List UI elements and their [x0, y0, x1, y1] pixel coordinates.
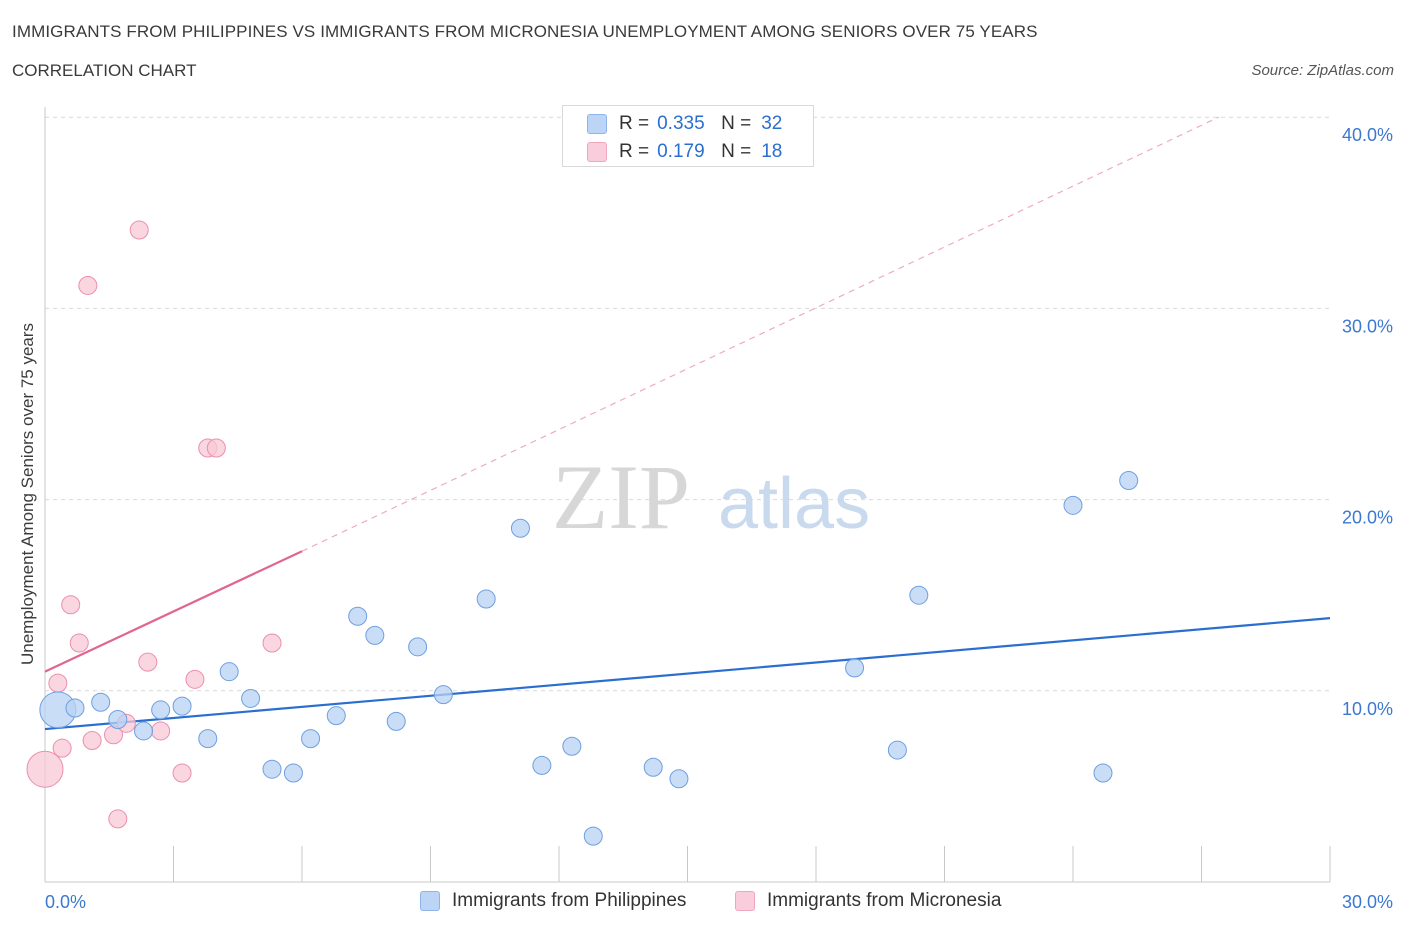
watermark: ZIP atlas	[552, 446, 870, 548]
point-philippines	[172, 696, 192, 716]
point-philippines	[669, 769, 689, 789]
n-label: N =	[721, 113, 752, 134]
point-philippines	[219, 662, 239, 682]
stats-row-micronesia: R = 0.179 N = 18	[587, 140, 782, 164]
point-philippines	[241, 688, 261, 708]
tick-labels: 10.0% 20.0% 30.0% 40.0% 0.0% 30.0%	[45, 125, 1393, 912]
point-philippines	[510, 518, 530, 538]
point-micronesia	[26, 750, 64, 788]
y-tick-label: 40.0%	[1342, 125, 1393, 145]
source-label: Source: ZipAtlas.com	[1251, 62, 1394, 79]
point-philippines	[365, 625, 385, 645]
point-micronesia	[82, 731, 102, 751]
point-philippines	[348, 606, 368, 626]
r-label: R =	[619, 141, 650, 162]
n-value: 18	[761, 141, 783, 162]
point-philippines	[408, 637, 428, 657]
legend-swatch-philippines	[420, 891, 440, 911]
series-legend: Immigrants from Philippines Immigrants f…	[0, 888, 1406, 918]
point-philippines	[476, 589, 496, 609]
point-philippines	[887, 740, 907, 760]
legend-label-micronesia: Immigrants from Micronesia	[767, 890, 1002, 911]
point-philippines	[386, 711, 406, 731]
stats-row-philippines: R = 0.335 N = 32	[587, 112, 782, 136]
point-philippines	[845, 658, 865, 678]
point-micronesia	[61, 595, 81, 615]
point-micronesia	[108, 809, 128, 829]
point-philippines	[583, 826, 603, 846]
grid-lines	[45, 116, 1330, 692]
watermark-atlas: atlas	[718, 464, 870, 544]
x-tick-label: 30.0%	[1342, 892, 1393, 912]
point-philippines	[91, 692, 111, 712]
r-value: 0.179	[657, 141, 705, 162]
point-philippines	[1093, 763, 1113, 783]
r-value: 0.335	[657, 113, 705, 134]
chart-subtitle: CORRELATION CHART	[12, 61, 197, 80]
point-philippines	[108, 709, 128, 729]
point-philippines	[65, 698, 85, 718]
legend-item-micronesia[interactable]: Immigrants from Micronesia	[735, 890, 1001, 912]
point-philippines	[134, 721, 154, 741]
data-points	[26, 220, 1139, 846]
stats-legend: R = 0.335 N = 32 R = 0.179 N = 18	[562, 105, 814, 167]
legend-swatch-micronesia	[735, 891, 755, 911]
n-value: 32	[761, 113, 783, 134]
point-philippines	[562, 736, 582, 756]
watermark-zip: ZIP	[552, 446, 690, 548]
point-philippines	[262, 759, 282, 779]
legend-label-philippines: Immigrants from Philippines	[452, 890, 687, 911]
swatch-philippines	[587, 114, 607, 134]
y-axis-label: Unemployment Among Seniors over 75 years	[18, 322, 37, 666]
point-micronesia	[138, 652, 158, 672]
trend-lines	[44, 116, 1331, 731]
r-label: R =	[619, 113, 650, 134]
point-philippines	[198, 729, 218, 749]
trend-line-micronesia-extension	[301, 116, 1219, 552]
y-tick-label: 30.0%	[1342, 316, 1393, 336]
trend-line-micronesia	[44, 550, 303, 673]
chart-title: IMMIGRANTS FROM PHILIPPINES VS IMMIGRANT…	[12, 22, 1038, 41]
point-philippines	[1119, 470, 1139, 490]
point-micronesia	[151, 721, 171, 741]
point-micronesia	[52, 738, 72, 758]
y-tick-label: 10.0%	[1342, 699, 1393, 719]
point-philippines	[643, 757, 663, 777]
point-micronesia	[78, 275, 98, 295]
y-tick-label: 20.0%	[1342, 508, 1393, 528]
point-micronesia	[185, 669, 205, 689]
n-label: N =	[721, 141, 752, 162]
point-philippines	[151, 700, 171, 720]
point-philippines	[909, 585, 929, 605]
x-tick-label: 0.0%	[45, 892, 86, 912]
swatch-micronesia	[587, 142, 607, 162]
point-philippines	[283, 763, 303, 783]
point-micronesia	[69, 633, 89, 653]
point-philippines	[1063, 495, 1083, 515]
point-micronesia	[206, 438, 226, 458]
point-philippines	[301, 729, 321, 749]
point-micronesia	[262, 633, 282, 653]
legend-item-philippines[interactable]: Immigrants from Philippines	[420, 890, 686, 912]
point-philippines	[433, 685, 453, 705]
point-philippines	[532, 755, 552, 775]
point-micronesia	[48, 673, 68, 693]
point-philippines	[326, 706, 346, 726]
point-micronesia	[129, 220, 149, 240]
point-micronesia	[172, 763, 192, 783]
trend-line-philippines	[44, 617, 1331, 731]
